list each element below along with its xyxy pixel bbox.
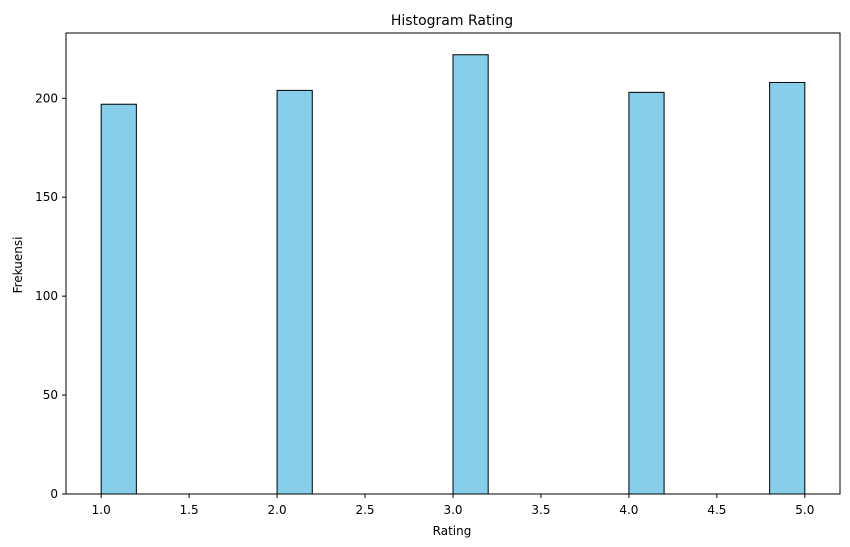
x-tick-label: 4.5 [707,503,726,517]
histogram-bar-6 [276,89,313,495]
y-axis: 0 50 100 150 200 [35,91,66,501]
x-tick-label: 2.5 [355,503,374,517]
x-axis-label: Rating [433,524,472,538]
x-tick-label: 4.0 [619,503,638,517]
x-tick-label: 1.0 [92,503,111,517]
histogram-bar-1 [100,103,137,495]
x-tick-label: 3.5 [531,503,550,517]
x-tick-label: 2.0 [268,503,287,517]
bars-group [100,54,806,495]
x-tick-label: 3.0 [443,503,462,517]
histogram-bar-11 [452,54,489,495]
histogram-bar-20 [769,81,806,495]
y-tick-label: 0 [50,487,58,501]
x-axis: 1.0 1.5 2.0 2.5 3.0 3.5 4.0 4.5 5.0 [92,494,814,517]
x-tick-label: 5.0 [795,503,814,517]
y-tick-label: 50 [43,388,58,402]
x-tick-label: 1.5 [180,503,199,517]
y-tick-label: 150 [35,190,58,204]
y-axis-label: Frekuensi [11,237,25,294]
histogram-bar-16 [628,91,665,495]
y-tick-label: 100 [35,289,58,303]
chart-title: Histogram Rating [391,13,513,29]
y-tick-label: 200 [35,91,58,105]
